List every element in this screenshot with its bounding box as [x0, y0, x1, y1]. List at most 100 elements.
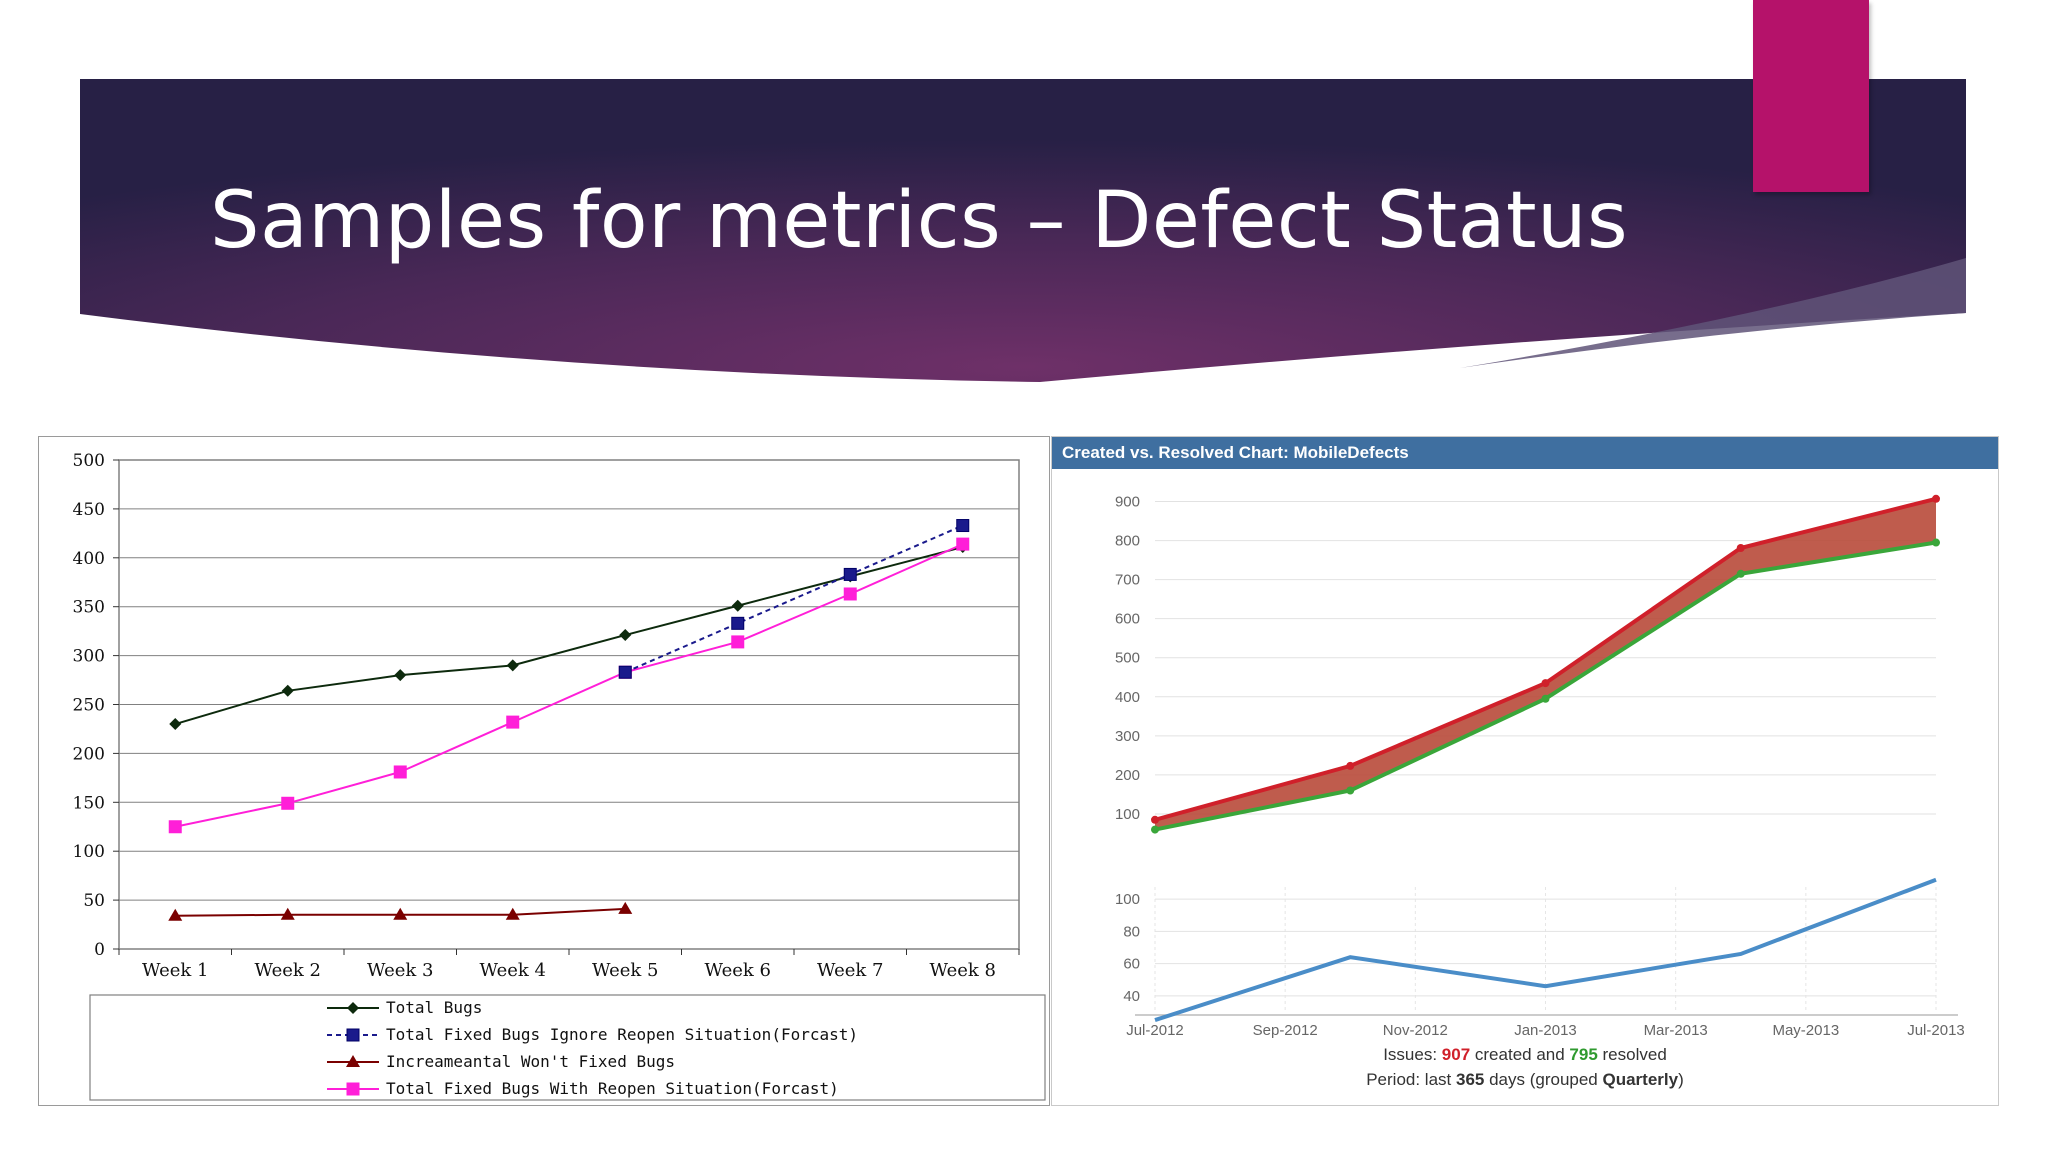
data-point — [346, 1055, 360, 1067]
resolved-point — [1541, 694, 1550, 703]
series-1 — [618, 519, 970, 679]
data-point — [731, 616, 745, 630]
period-summary: Period: last 365 days (grouped Quarterly… — [1052, 1070, 1998, 1090]
weekly-bug-chart: 0 50 100 150 200 250 300 350 400 450 500 Week 1 Week… — [73, 451, 1046, 1101]
period-group: Quarterly — [1602, 1070, 1679, 1089]
resolved-point — [1346, 786, 1355, 795]
y-tick-label: 200 — [1115, 767, 1140, 784]
data-point — [346, 1028, 360, 1042]
y-tick-label: 350 — [73, 598, 105, 618]
y-tick-label: 800 — [1115, 533, 1140, 550]
y-tick-label: 200 — [73, 744, 105, 764]
x-tick-label: Week 3 — [367, 960, 433, 981]
data-point — [618, 901, 633, 914]
accent-tab — [1753, 0, 1869, 192]
legend-box — [89, 994, 1046, 1101]
x-tick-label: Jul-2012 — [1126, 1022, 1184, 1039]
y-tick-label: 300 — [73, 647, 105, 667]
x-tick-label: Nov-2012 — [1383, 1022, 1448, 1039]
y-tick-label: 60 — [1123, 956, 1140, 973]
issues-summary: Issues: 907 created and 795 resolved — [1052, 1045, 1998, 1065]
issues-prefix: Issues: — [1383, 1045, 1442, 1064]
resolved-suffix: resolved — [1597, 1045, 1667, 1064]
data-point — [168, 820, 182, 834]
y-tick-label: 500 — [73, 451, 105, 471]
data-point — [394, 669, 407, 682]
data-point — [346, 1082, 360, 1096]
x-tick-label: Week 6 — [705, 960, 771, 981]
y-tick-label: 150 — [73, 793, 105, 813]
x-tick-label: Mar-2013 — [1644, 1022, 1708, 1039]
data-point — [281, 684, 294, 697]
created-point — [1346, 761, 1355, 770]
y-tick-label: 100 — [73, 842, 105, 862]
data-point — [956, 537, 970, 551]
y-tick-label: 450 — [73, 500, 105, 520]
y-tick-label: 250 — [73, 696, 105, 716]
data-point — [843, 587, 857, 601]
chart-header: Created vs. Resolved Chart: MobileDefect… — [1052, 437, 1998, 469]
created-suffix: created and — [1470, 1045, 1570, 1064]
resolved-count: 795 — [1569, 1045, 1598, 1064]
data-point — [506, 715, 520, 729]
y-tick-label: 100 — [1115, 891, 1140, 908]
weekly-bug-chart-panel: 0 50 100 150 200 250 300 350 400 450 500 Week 1 Week… — [38, 436, 1050, 1106]
x-tick-label: Week 2 — [255, 960, 321, 981]
series-2 — [168, 901, 633, 921]
created-vs-resolved-chart: 100 200 300 400 500 600 700 800 900 40 60 80 100 Jul-… — [1115, 494, 1965, 1039]
created-point — [1736, 543, 1745, 552]
period-suffix: ) — [1678, 1070, 1684, 1089]
x-tick-label: Week 1 — [142, 960, 208, 981]
y-tick-label: 100 — [1115, 806, 1140, 823]
x-tick-label: Week 7 — [817, 960, 883, 981]
x-tick-label: Sep-2012 — [1253, 1022, 1318, 1039]
legend: Total Bugs Total Fixed Bugs Ignore Reopen… — [89, 994, 1046, 1101]
difference-line — [1154, 877, 1937, 1022]
y-tick-label: 600 — [1115, 611, 1140, 628]
created-vs-resolved-panel: Created vs. Resolved Chart: MobileDefect… — [1051, 436, 1999, 1106]
x-tick-label: Week 5 — [592, 960, 658, 981]
data-point — [731, 635, 745, 649]
data-point — [506, 659, 519, 672]
y-tick-label: 80 — [1123, 923, 1140, 940]
legend-label: Total Fixed Bugs Ignore Reopen Situation… — [386, 1025, 858, 1044]
data-point — [618, 665, 632, 679]
period-mid: days (grouped — [1484, 1070, 1603, 1089]
x-tick-label: Jul-2013 — [1907, 1022, 1965, 1039]
x-tick-label: Week 8 — [930, 960, 996, 981]
legend-label: Increameantal Won't Fixed Bugs — [386, 1052, 675, 1071]
data-point — [393, 765, 407, 779]
data-point — [168, 908, 183, 921]
created-count: 907 — [1441, 1045, 1471, 1064]
y-tick-label: 40 — [1123, 988, 1140, 1005]
series-line — [624, 524, 964, 674]
y-tick-label: 900 — [1115, 494, 1140, 511]
resolved-point — [1736, 569, 1745, 578]
x-tick-label: Jan-2013 — [1514, 1022, 1577, 1039]
y-tick-label: 500 — [1115, 650, 1140, 667]
data-point — [347, 1002, 359, 1014]
x-tick-label: May-2013 — [1772, 1022, 1839, 1039]
resolved-point — [1932, 538, 1940, 547]
x-tick-label: Week 4 — [480, 960, 546, 981]
created-point — [1151, 815, 1159, 824]
legend-label: Total Bugs — [386, 998, 482, 1017]
created-point — [1541, 679, 1550, 688]
y-tick-label: 700 — [1115, 572, 1140, 589]
slide-title: Samples for metrics – Defect Status — [210, 176, 1629, 266]
legend-label: Total Fixed Bugs With Reopen Situation(F… — [386, 1079, 839, 1098]
series-line — [175, 543, 964, 828]
data-point — [281, 796, 295, 810]
data-point — [169, 718, 182, 731]
created-point — [1932, 494, 1940, 503]
resolved-point — [1151, 825, 1159, 834]
y-tick-label: 400 — [1115, 689, 1140, 706]
y-tick-label: 50 — [83, 891, 105, 911]
data-point — [619, 629, 632, 642]
period-prefix: Period: last — [1366, 1070, 1456, 1089]
data-point — [731, 599, 744, 612]
data-point — [843, 567, 857, 581]
data-point — [393, 907, 408, 920]
data-point — [280, 907, 295, 920]
gap-area — [1155, 498, 1936, 830]
